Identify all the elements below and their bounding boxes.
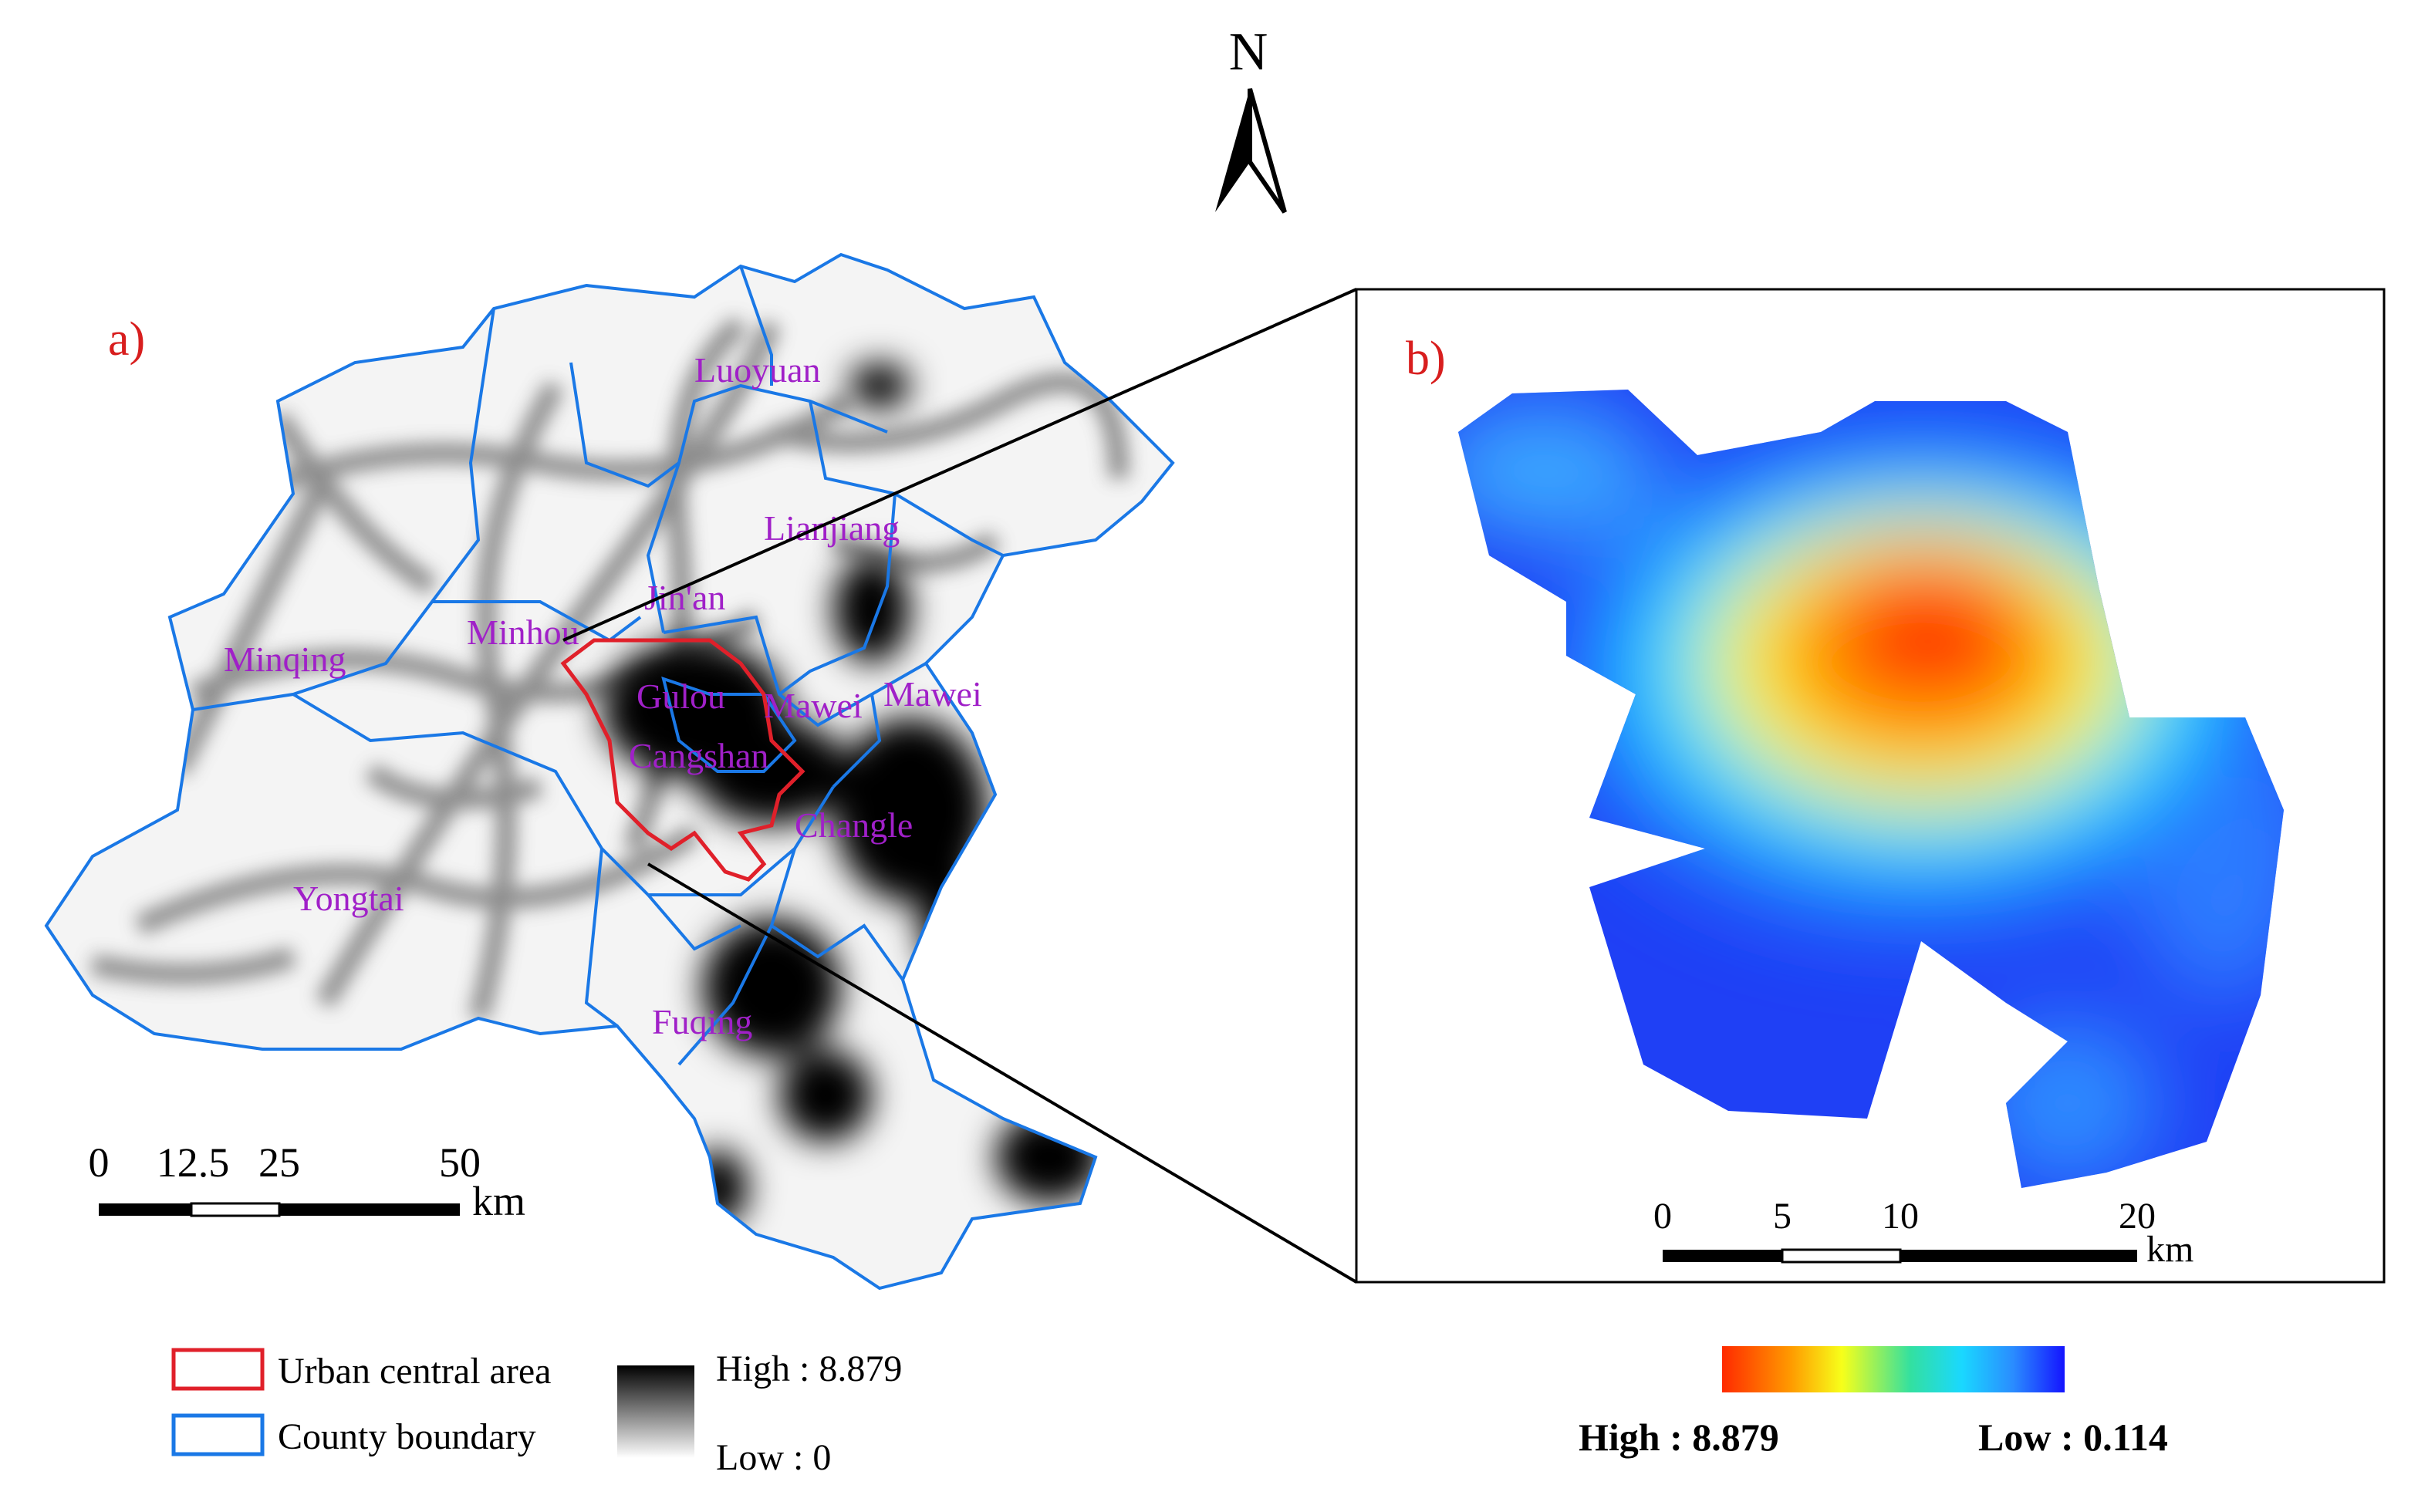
scale-b-tick-5: 5 — [1773, 1196, 1792, 1237]
legend-b-high: High : 8.879 — [1579, 1416, 1779, 1459]
scale-bar-b: 0 5 10 20 km — [1653, 1196, 2193, 1270]
legend-b-low: Low : 0.114 — [1978, 1416, 2168, 1459]
north-arrow-right-half — [1248, 88, 1287, 214]
legend-b-ramp — [1722, 1346, 2065, 1392]
scale-a-tick-25: 25 — [258, 1139, 300, 1186]
scale-b-tick-0: 0 — [1653, 1196, 1672, 1237]
panel-b-map: b) 0 5 10 20 km — [1355, 288, 2386, 1284]
place-mawei-outer: Mawei — [883, 674, 982, 714]
legend-urban-label: Urban central area — [278, 1351, 551, 1392]
legend-county-label: County boundary — [278, 1416, 536, 1457]
place-cangshan: Cangshan — [629, 736, 768, 775]
scale-a-tick-0: 0 — [89, 1139, 110, 1186]
place-mawei-inner: Mawei — [764, 686, 863, 725]
panel-a-label: a) — [108, 313, 145, 366]
county-boundaries — [44, 252, 1175, 1291]
place-luoyuan: Luoyuan — [694, 350, 821, 390]
place-gulou: Gulou — [637, 677, 725, 716]
scale-a-tick-12-5: 12.5 — [157, 1139, 230, 1186]
scale-a-unit: km — [472, 1178, 525, 1224]
legend-density-ramp — [617, 1365, 694, 1458]
scale-bar-a: 0 12.5 25 50 km — [89, 1139, 526, 1224]
scale-a-tick-50: 50 — [439, 1139, 481, 1186]
place-changle: Changle — [795, 805, 913, 845]
scale-b-tick-10: 10 — [1882, 1196, 1919, 1237]
legend-a: Urban central area County boundary High … — [171, 1348, 902, 1478]
place-fuqing: Fuqing — [652, 1002, 752, 1041]
legend-a-high: High : 8.879 — [716, 1348, 902, 1389]
north-arrow-left-half — [1215, 89, 1250, 212]
zoom-connector-lines — [562, 288, 1358, 1284]
urban-central-area — [560, 638, 805, 882]
scale-b-unit: km — [2146, 1229, 2193, 1270]
place-minhou: Minhou — [467, 613, 579, 652]
legend-urban-swatch — [171, 1348, 265, 1391]
legend-b: High : 8.879 Low : 0.114 — [1579, 1346, 2168, 1459]
scale-b-tick-20: 20 — [2119, 1196, 2156, 1237]
north-arrow: N — [1215, 22, 1287, 214]
place-minqing: Minqing — [224, 640, 346, 679]
legend-county-swatch — [171, 1413, 265, 1456]
legend-a-low: Low : 0 — [716, 1437, 831, 1478]
panel-b-label: b) — [1406, 332, 1446, 385]
place-labels: Luoyuan Lianjiang Jin'an Minhou Minqing … — [224, 350, 982, 1041]
north-arrow-label: N — [1229, 22, 1268, 82]
panel-a-map: Luoyuan Lianjiang Jin'an Minhou Minqing … — [44, 252, 1175, 1291]
place-yongtai: Yongtai — [293, 879, 404, 918]
